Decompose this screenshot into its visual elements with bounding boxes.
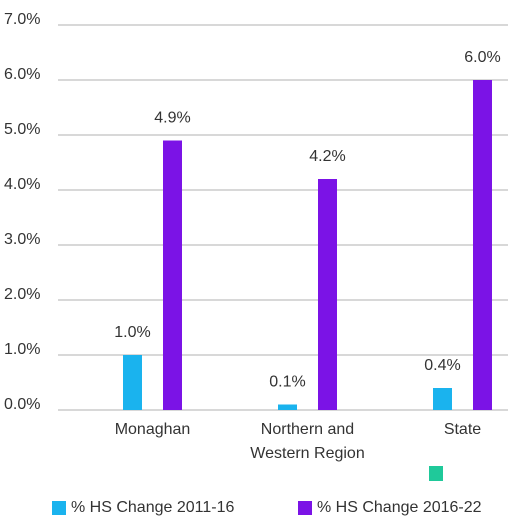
x-tick-label: Northern and Western Region — [250, 421, 364, 462]
legend-label: % HS Change 2011-16 — [71, 499, 234, 516]
x-tick-label: Monaghan — [115, 421, 191, 438]
y-tick-label: 1.0% — [4, 341, 40, 358]
bar — [163, 140, 182, 410]
bar — [123, 355, 142, 410]
y-tick-label: 2.0% — [4, 286, 40, 303]
legend-marker — [52, 501, 66, 515]
legend-marker-extra — [429, 466, 443, 481]
y-tick-label: 0.0% — [4, 396, 40, 413]
y-tick-label: 3.0% — [4, 231, 40, 248]
bar — [473, 80, 492, 410]
data-label: 0.1% — [269, 374, 305, 391]
data-label: 1.0% — [114, 324, 150, 341]
legend-label: % HS Change 2016-22 — [317, 499, 482, 516]
bar — [278, 404, 297, 410]
y-tick-label: 4.0% — [4, 176, 40, 193]
y-tick-label: 5.0% — [4, 121, 40, 138]
legend-marker — [298, 501, 312, 515]
y-tick-label: 6.0% — [4, 66, 40, 83]
y-tick-label: 7.0% — [4, 11, 40, 28]
data-label: 4.9% — [154, 110, 190, 127]
bar — [318, 179, 337, 410]
data-label: 0.4% — [424, 357, 460, 374]
data-label: 4.2% — [309, 148, 345, 165]
bar — [433, 388, 452, 410]
data-label: 6.0% — [464, 49, 500, 66]
x-tick-label: State — [444, 421, 481, 438]
